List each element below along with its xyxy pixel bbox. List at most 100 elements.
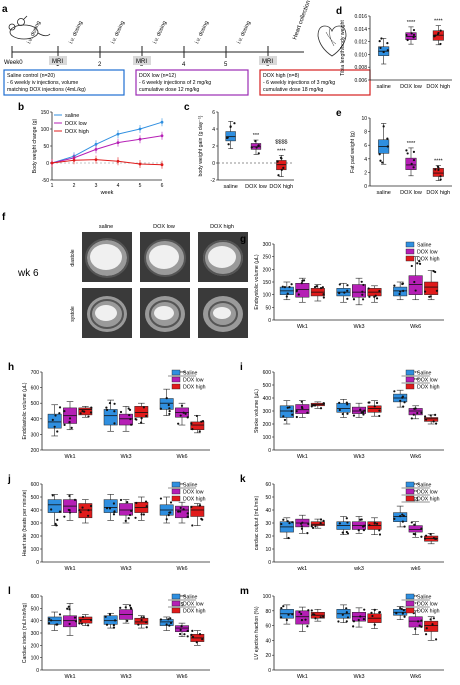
box-m-0-2-dot-2 [319, 616, 322, 619]
box-i-0-2-dot-1 [313, 404, 317, 407]
ytick-label-m-4: 80 [265, 609, 271, 615]
box-d-1-0-dot-1 [412, 36, 415, 39]
box-e-0-0-dot-4 [386, 137, 389, 140]
xtick-label-c-0: saline [223, 184, 237, 190]
legend-swatch-j-1 [171, 488, 181, 495]
legend-label-m-0: Saline [417, 595, 432, 601]
box-l-2-0-dot-5 [167, 618, 170, 621]
sig-h-0: **** [178, 371, 186, 377]
box-e-0-0-dot-2 [379, 159, 382, 162]
protocol-text-low-2: cumulative dose 12 mg/kg [139, 87, 199, 93]
legend-label-j-2: DOX high [183, 497, 206, 503]
box-i-1-0-dot-5 [345, 401, 348, 404]
box-k-2-0-dot-5 [399, 515, 402, 518]
xtick-label-j-2: Wk6 [177, 566, 188, 572]
point-b-0-4 [138, 127, 142, 131]
box-i-0-0-dot-0 [290, 409, 293, 413]
heart-icon [317, 25, 347, 57]
mri-box-1 [133, 56, 151, 65]
legend-label-h-1: DOX low [183, 378, 204, 384]
sig-k-0: **** [412, 483, 420, 489]
box-d-1-0-dot-0 [412, 28, 416, 32]
box-k-0-2-dot-1 [322, 519, 325, 522]
box-j-2-2-dot-4 [201, 518, 204, 521]
ytick-label-e-0: 0 [364, 184, 367, 190]
box-d-1-0-dot-5 [406, 38, 409, 42]
box-i-1-2-dot-4 [373, 405, 376, 408]
box-m-0-2-dot-5 [321, 615, 325, 618]
mri-wall-diastole-0 [85, 238, 129, 278]
box-i-2-0-dot-5 [403, 401, 406, 404]
sig-l-1: $ [181, 602, 184, 608]
box-h-1-2-dot-5 [140, 417, 143, 420]
box-h-0-2-dot-2 [81, 409, 84, 413]
box-h-2-2-dot-3 [200, 420, 203, 423]
box-l-2-1-dot-0 [179, 628, 182, 631]
sig-i-1: **** [412, 378, 420, 384]
box-m-1-0-dot-3 [346, 616, 350, 619]
box-g-0-0-dot-3 [283, 285, 287, 289]
point-b-0-3 [116, 132, 120, 136]
ylabel-j: Heart rate (beats per minute) [22, 489, 28, 556]
box-c-1-0 [250, 143, 262, 150]
box-m-2-1-dot-0 [420, 619, 423, 622]
point-b-0-2 [94, 142, 98, 146]
xtick-label-k-2: wk6 [410, 566, 421, 572]
box-l-0-2-dot-1 [79, 619, 82, 622]
panel-letter-g: g [240, 234, 246, 245]
box-k-2-1-dot-1 [413, 523, 416, 526]
point-b-1-3 [116, 141, 120, 145]
box-j-1-1-dot-0 [119, 498, 123, 502]
box-h-0-0-dot-2 [51, 418, 54, 421]
box-i-0-1-dot-3 [300, 400, 303, 403]
box-c-1-0-dot-3 [250, 146, 253, 149]
point-b-2-1 [72, 158, 76, 162]
legend-swatch-l-0 [171, 593, 181, 600]
xtick-label-e-1: DOX low [400, 190, 422, 196]
box-g-2-0-dot-0 [398, 292, 401, 296]
protocol-text-low-1: - 6 weekly injections of 2 mg/kg [139, 80, 211, 86]
box-h-2-0-dot-2 [165, 397, 168, 400]
box-g-0-0-dot-2 [290, 283, 293, 286]
box-g-0-1-dot-0 [297, 293, 300, 296]
legend-label-i-0: Saline [417, 371, 432, 377]
ytick-label-k-5: 50 [265, 495, 271, 501]
box-d-1-0-dot-2 [405, 33, 408, 37]
box-g-1-0-dot-4 [346, 284, 349, 287]
box-m-2-2-dot-3 [429, 618, 432, 621]
legend-swatch-g-1 [405, 248, 415, 255]
box-h-2-0-dot-0 [168, 412, 171, 416]
ytick-label-k-2: 20 [265, 534, 271, 540]
panel-f-mri: f wk 6 saline DOX low DOX high diastole syst… [2, 212, 248, 338]
box-j-2-1-dot-2 [179, 506, 182, 510]
ytick-label-m-5: 100 [263, 594, 272, 600]
legend-swatch-i-2 [405, 383, 415, 390]
week0-label: Week0 [4, 60, 23, 66]
week-label-5: 5 [224, 62, 228, 68]
box-g-1-1-dot-3 [352, 298, 356, 301]
box-i-1-0-dot-0 [338, 401, 341, 404]
box-l-2-2-dot-2 [201, 638, 204, 641]
box-d-1-0-dot-4 [412, 33, 416, 36]
box-l-2-0-dot-3 [169, 617, 172, 620]
box-l-0-2-dot-5 [80, 622, 83, 625]
box-h-0-1-dot-5 [68, 420, 71, 424]
ytick-label-d-0: 0.006 [354, 78, 367, 84]
box-i-1-1-dot-3 [361, 411, 365, 414]
box-k-0-0-dot-0 [286, 520, 289, 523]
sig-d-2: **** [434, 19, 443, 25]
box-h-1-0-dot-1 [105, 406, 108, 409]
mri-row-label-diastole: diastole [70, 249, 76, 266]
box-m-2-2 [424, 620, 439, 632]
dosing-label-5: i.v. dosing [194, 20, 210, 45]
box-h-2-0-dot-3 [167, 403, 170, 407]
box-m-0-1-dot-4 [298, 610, 301, 614]
ytick-label-m-3: 60 [265, 624, 271, 630]
ytick-label-i-0: 0 [268, 448, 271, 454]
legend-swatch-m-2 [405, 607, 415, 614]
box-l-1-2-dot-4 [140, 616, 143, 619]
box-c-1-0-dot-4 [255, 146, 258, 149]
box-h-2-1-dot-2 [182, 411, 185, 414]
legend-swatch-j-2 [171, 495, 181, 502]
ytick-label-h-4: 600 [31, 386, 40, 392]
